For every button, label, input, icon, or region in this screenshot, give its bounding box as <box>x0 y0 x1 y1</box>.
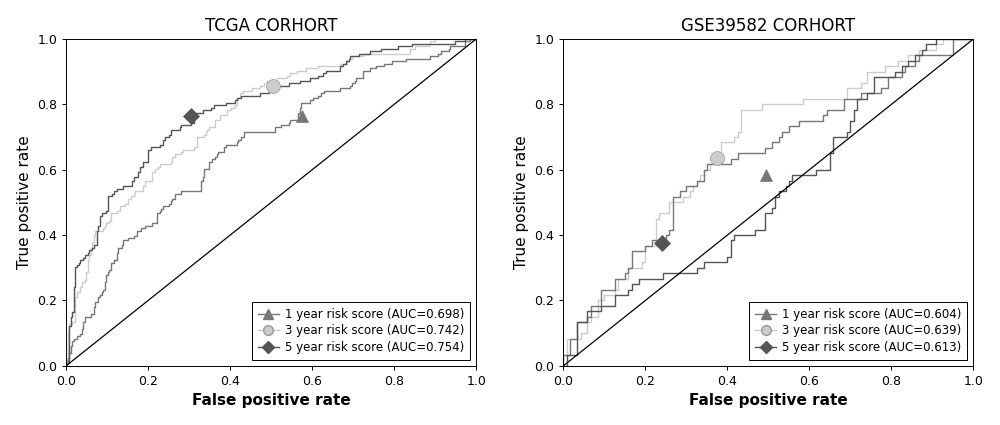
Title: GSE39582 CORHORT: GSE39582 CORHORT <box>681 17 855 35</box>
Y-axis label: True positive rate: True positive rate <box>514 136 529 269</box>
X-axis label: False positive rate: False positive rate <box>192 393 351 408</box>
Legend: 1 year risk score (AUC=0.604), 3 year risk score (AUC=0.639), 5 year risk score : 1 year risk score (AUC=0.604), 3 year ri… <box>749 302 967 360</box>
Title: TCGA CORHORT: TCGA CORHORT <box>205 17 337 35</box>
X-axis label: False positive rate: False positive rate <box>689 393 848 408</box>
Y-axis label: True positive rate: True positive rate <box>17 136 32 269</box>
Legend: 1 year risk score (AUC=0.698), 3 year risk score (AUC=0.742), 5 year risk score : 1 year risk score (AUC=0.698), 3 year ri… <box>252 302 470 360</box>
